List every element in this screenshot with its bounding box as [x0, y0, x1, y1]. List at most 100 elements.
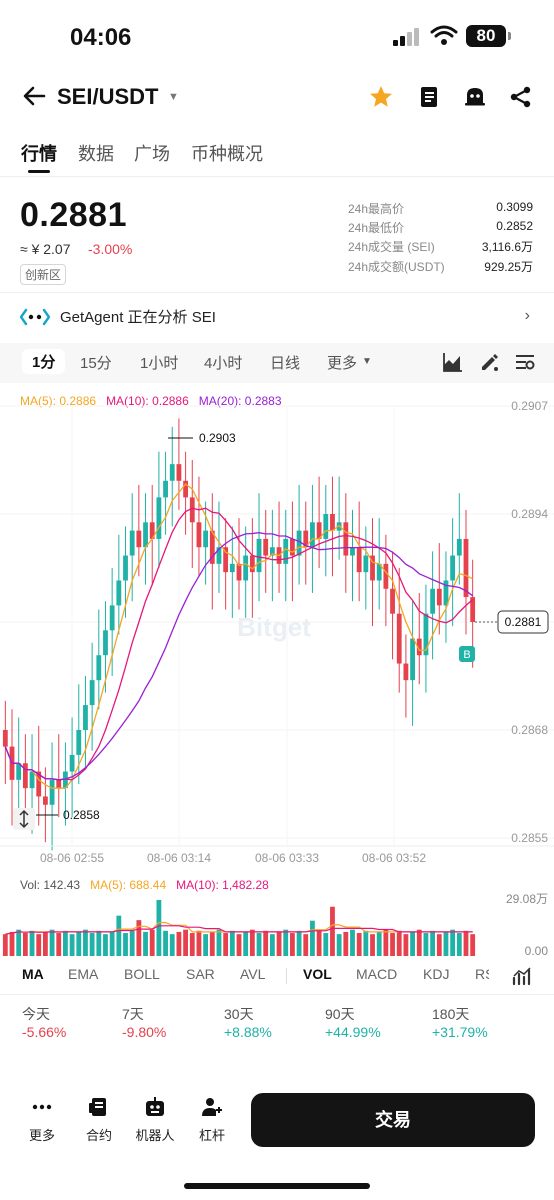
candle-body: [56, 779, 62, 789]
caret-down-icon[interactable]: ▼: [362, 356, 372, 367]
volume-bar: [223, 933, 229, 956]
volume-bar: [229, 930, 235, 956]
volume-bar: [9, 931, 15, 956]
ma5-line: [4, 483, 473, 789]
tab-square[interactable]: 广场: [134, 144, 170, 164]
low-marker-label: 0.2858: [63, 808, 100, 822]
candle-body: [463, 538, 469, 598]
volume-y-top: 29.08万: [506, 892, 548, 906]
buy-marker: B: [459, 646, 475, 662]
cellular-signal-icon: [393, 28, 423, 46]
volume-bar: [203, 934, 209, 956]
volume-bar: [96, 930, 102, 956]
candle-body: [116, 580, 122, 606]
volume-bar: [143, 931, 148, 956]
tab-data[interactable]: 数据: [78, 144, 114, 164]
volume-bar: [330, 906, 335, 956]
volume-bar: [363, 930, 369, 956]
candle-body: [443, 580, 449, 606]
candle-body: [29, 771, 35, 789]
volume-bar: [450, 929, 456, 956]
candle-body: [76, 730, 82, 755]
candle-body: [36, 771, 42, 797]
candle-body: [470, 597, 476, 622]
volume-bar: [163, 930, 168, 956]
indicator-macd[interactable]: MACD: [356, 966, 398, 982]
indicator-rsi[interactable]: RS: [475, 966, 489, 982]
timeframe-bar: 1分 15分 1小时 4小时 日线 更多 ▼: [0, 343, 554, 383]
stat-value: 3,116.6万: [481, 240, 533, 254]
favorite-star-icon[interactable]: [368, 84, 394, 110]
indicator-boll[interactable]: BOLL: [124, 966, 160, 982]
volume-bar: [296, 930, 302, 956]
tab-coin-overview[interactable]: 币种概况: [191, 144, 263, 164]
indicator-avl[interactable]: AVL: [240, 966, 266, 982]
candle-body: [310, 522, 315, 548]
indicator-settings-icon[interactable]: [512, 966, 532, 986]
futures-button[interactable]: 合约: [69, 1095, 129, 1144]
perf-label: 180天: [432, 1006, 470, 1022]
x-tick-label: 08-06 02:55: [40, 851, 104, 865]
indicator-ma[interactable]: MA: [22, 966, 44, 982]
candle-body: [303, 530, 309, 548]
candles: [2, 418, 476, 851]
notebook-icon[interactable]: [416, 84, 442, 110]
trade-button[interactable]: 交易: [251, 1093, 535, 1147]
volume-bar: [76, 931, 82, 956]
indicator-sar[interactable]: SAR: [186, 966, 215, 982]
indicator-ema[interactable]: EMA: [68, 966, 99, 982]
draw-tool-icon[interactable]: [478, 351, 500, 373]
more-button[interactable]: 更多: [12, 1095, 72, 1144]
caret-down-icon[interactable]: ▼: [168, 91, 179, 103]
candle-body: [129, 530, 135, 556]
price-alert-icon[interactable]: [462, 84, 488, 110]
stat-label: 24h最高价: [348, 202, 405, 216]
timeframe-1h[interactable]: 1小时: [140, 355, 179, 372]
volume-bar: [169, 934, 175, 956]
timeframe-4h[interactable]: 4小时: [204, 355, 243, 372]
volume-bar: [383, 929, 389, 956]
indicator-vol[interactable]: VOL: [303, 966, 332, 982]
margin-label: 杠杆: [198, 1128, 225, 1143]
candle-body: [42, 796, 48, 805]
candle-body: [103, 630, 108, 656]
volume-bar: [423, 933, 429, 956]
chart-style-icon[interactable]: [442, 351, 464, 373]
back-arrow-icon[interactable]: [20, 82, 48, 110]
stat-value: 929.25万: [484, 260, 533, 274]
settings-icon[interactable]: [514, 351, 536, 373]
candle-body: [209, 530, 215, 564]
volume-bar: [343, 931, 349, 956]
bottom-action-bar: 更多 合约 机器人 杠杆 交易: [0, 1085, 554, 1200]
tab-market[interactable]: 行情: [21, 144, 57, 164]
volume-chart[interactable]: 29.08万 0.00: [0, 892, 554, 958]
timeframe-1m[interactable]: 1分: [22, 349, 66, 374]
candle-body: [296, 530, 302, 556]
stat-label: 24h成交量 (SEI): [348, 240, 435, 254]
getagent-banner[interactable]: GetAgent 正在分析 SEI ›: [0, 303, 554, 333]
candlestick-chart[interactable]: Bitget 0.2907 0.2894 0.2881 0.2868 0.2855 08…: [0, 388, 554, 868]
ma5-legend: MA(5): 0.2886: [20, 394, 97, 408]
ma10-legend: MA(10): 0.2886: [106, 394, 189, 408]
timeframe-15m[interactable]: 15分: [80, 355, 112, 372]
volume-bar: [310, 920, 315, 956]
volume-bar: [42, 931, 48, 956]
volume-bar: [123, 933, 128, 956]
volume-bar: [2, 934, 8, 956]
timeframe-daily[interactable]: 日线: [270, 355, 301, 372]
timeframe-more[interactable]: 更多: [327, 355, 358, 372]
pair-selector[interactable]: SEI/USDT: [57, 84, 159, 109]
share-icon[interactable]: [508, 84, 534, 110]
bot-button[interactable]: 机器人: [125, 1095, 185, 1144]
home-indicator: [184, 1183, 370, 1189]
zone-badge[interactable]: 创新区: [20, 264, 67, 285]
candle-body: [2, 730, 8, 747]
indicator-kdj[interactable]: KDJ: [423, 966, 450, 982]
volume-bar: [243, 931, 249, 956]
vol-ma5: MA(5): 688.44: [90, 878, 167, 892]
margin-button[interactable]: 杠杆: [182, 1095, 242, 1144]
bot-label: 机器人: [135, 1128, 175, 1143]
candle-body: [243, 555, 249, 581]
volume-bar: [403, 934, 409, 956]
volume-bar: [49, 929, 55, 956]
